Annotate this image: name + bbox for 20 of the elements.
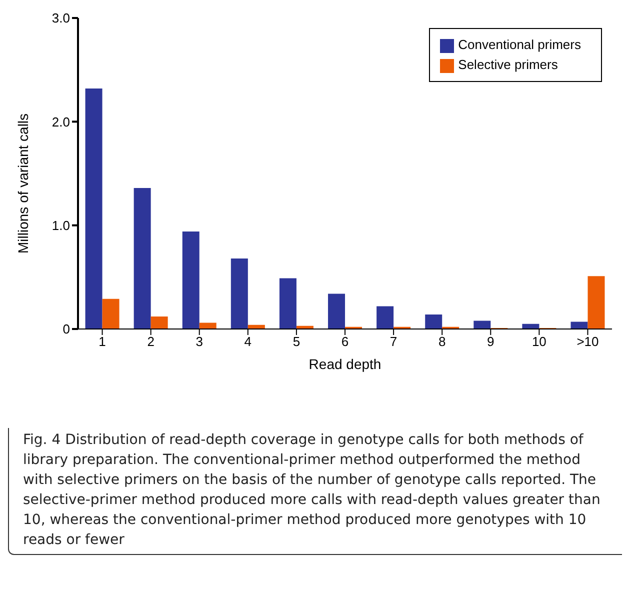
y-tick-label: 2.0: [52, 114, 70, 130]
x-tick-label: 8: [438, 334, 446, 350]
x-tick-label: 1: [98, 334, 106, 350]
x-tick-label: 4: [244, 334, 252, 350]
x-tick-label: 5: [292, 334, 300, 350]
x-tick-label: 10: [532, 334, 546, 350]
x-tick-label: 3: [196, 334, 203, 350]
legend-label: Conventional primers: [458, 37, 581, 52]
y-tick-label: 1.0: [52, 218, 70, 233]
x-tick-label: 7: [390, 334, 398, 350]
y-axis-title: Millions of variant calls: [14, 113, 31, 254]
y-tick-label: 3.0: [52, 10, 70, 26]
x-axis-title: Read depth: [308, 356, 382, 372]
y-tick-label: 0: [62, 322, 70, 337]
legend-label: Selective primers: [458, 57, 558, 72]
x-tick-label: >10: [576, 334, 599, 350]
x-tick-label: 9: [487, 334, 494, 350]
caption: Fig. 4 Distribution of read-depth coverage in genotype calls for both methods of library preparation. The conventional-primer method outperformed the method with selective primers on the basis of the number of genotype calls reported. The selective-primer method produced more calls with read-depth values greater than 10, whereas the conventional-primer method produced more genotypes with 10 reads or fewer: [8, 428, 622, 555]
x-tick-label: 6: [341, 334, 349, 350]
x-tick-label: 2: [147, 334, 154, 350]
